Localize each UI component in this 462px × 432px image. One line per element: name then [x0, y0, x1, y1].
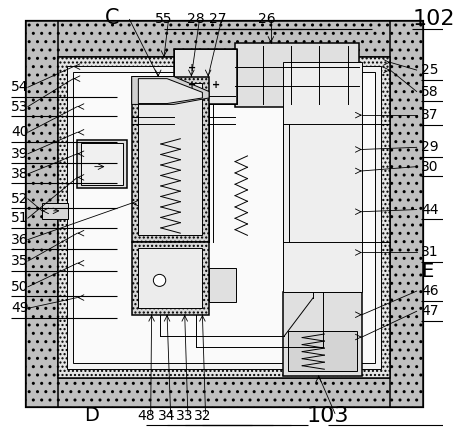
Text: 30: 30	[421, 160, 438, 174]
Text: 36: 36	[11, 232, 29, 247]
Bar	[77, 140, 127, 188]
Bar	[26, 378, 423, 407]
Text: +: +	[188, 63, 196, 73]
Text: +: +	[212, 80, 220, 90]
Bar	[235, 43, 359, 107]
Polygon shape	[132, 76, 209, 105]
Text: 51: 51	[11, 211, 29, 225]
Circle shape	[153, 274, 166, 286]
Text: 40: 40	[11, 125, 29, 139]
Text: 37: 37	[421, 108, 438, 122]
Text: 50: 50	[11, 280, 29, 294]
Bar	[73, 72, 375, 363]
Bar	[283, 62, 362, 292]
Bar	[209, 267, 236, 302]
Text: C: C	[104, 8, 119, 28]
Bar	[42, 203, 67, 219]
Text: 44: 44	[421, 203, 438, 216]
Text: 103: 103	[307, 406, 350, 426]
Text: 34: 34	[158, 409, 176, 422]
Text: 49: 49	[11, 301, 29, 315]
Text: 39: 39	[11, 147, 29, 161]
Bar	[58, 57, 390, 378]
Text: 38: 38	[11, 167, 29, 181]
Bar	[288, 330, 358, 372]
Text: 102: 102	[412, 10, 455, 29]
Text: 27: 27	[209, 13, 227, 26]
Text: 53: 53	[11, 99, 29, 114]
Bar	[138, 83, 202, 235]
Text: 54: 54	[11, 80, 29, 94]
Bar	[132, 76, 209, 242]
Bar	[132, 242, 209, 315]
Text: 46: 46	[421, 284, 439, 298]
Text: D: D	[85, 406, 99, 425]
Text: 55: 55	[155, 13, 173, 26]
Bar	[138, 248, 202, 308]
Text: 52: 52	[11, 192, 29, 206]
Bar	[283, 292, 362, 376]
Bar	[390, 21, 423, 407]
Text: E: E	[421, 262, 433, 281]
Bar	[81, 143, 123, 185]
Text: 33: 33	[176, 409, 194, 422]
Bar	[26, 21, 58, 407]
Text: 25: 25	[421, 63, 438, 77]
Text: 32: 32	[194, 409, 211, 422]
Text: 47: 47	[421, 304, 438, 318]
Text: 26: 26	[258, 13, 275, 26]
Text: +: +	[188, 80, 196, 90]
Text: 28: 28	[187, 13, 205, 26]
Bar	[174, 49, 237, 104]
Bar	[174, 49, 237, 104]
Text: 31: 31	[421, 245, 439, 260]
Text: 58: 58	[421, 85, 439, 98]
Text: 29: 29	[421, 140, 439, 154]
Bar	[26, 21, 423, 57]
Text: 35: 35	[11, 254, 29, 268]
Polygon shape	[138, 79, 202, 104]
Bar	[67, 66, 381, 369]
Text: 48: 48	[138, 409, 155, 422]
